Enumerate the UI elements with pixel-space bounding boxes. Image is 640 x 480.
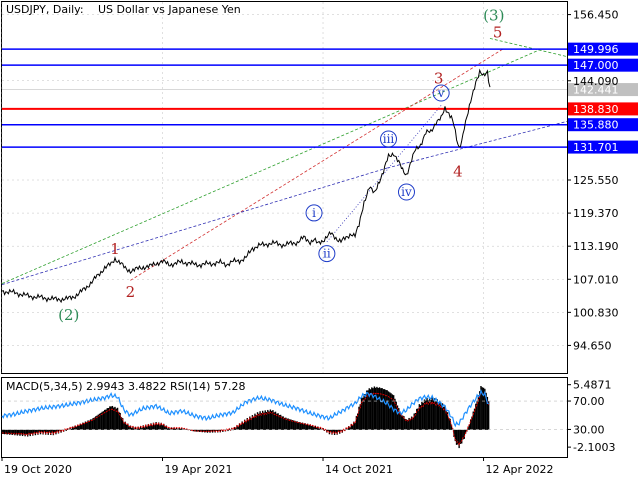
indicator-tick-label: 30.00 <box>573 423 605 436</box>
wave-label-circle <box>432 84 450 102</box>
trendline <box>489 38 568 57</box>
wave-label-circle <box>380 130 398 148</box>
wave-label: iv <box>401 185 412 199</box>
price-tick-label: 144.090 <box>573 75 619 88</box>
price-series <box>1 68 491 304</box>
time-tick-label: 12 Apr 2022 <box>486 463 554 476</box>
trendline <box>1 167 388 286</box>
level-label-background <box>568 58 638 72</box>
wave-label: v <box>437 86 445 100</box>
level-label-background <box>568 83 638 97</box>
wave-label: 3 <box>434 70 444 88</box>
trendline <box>387 120 568 169</box>
level-label: 131.701 <box>573 141 619 154</box>
chart-title-description: US Dollar vs Japanese Yen <box>98 3 241 16</box>
indicator-tick-label: 70.00 <box>573 395 605 408</box>
price-tick-label: 119.370 <box>573 207 619 220</box>
wave-label: i <box>312 206 316 220</box>
trendline <box>130 48 504 281</box>
price-tick-label: 125.550 <box>573 174 619 187</box>
time-tick-label: 14 Oct 2021 <box>325 463 393 476</box>
trendlines <box>1 38 568 286</box>
rsi-line <box>1 388 489 428</box>
indicator-label: MACD(5,34,5) 2.9943 3.4822 RSI(14) 57.28 <box>6 380 245 393</box>
trendline <box>1 49 539 284</box>
price-tick-label: 107.010 <box>573 273 619 286</box>
price-tick-label: 94.650 <box>573 339 612 352</box>
wave-label: 4 <box>453 163 463 181</box>
wave-label: (3) <box>483 6 504 24</box>
price-tick-label: 100.830 <box>573 306 619 319</box>
indicator-tick-label: -2.1003 <box>573 441 615 454</box>
level-label-background <box>568 140 638 154</box>
level-label: 142.441 <box>573 84 619 97</box>
axes: 156.450 144.090 125.550 119.370 113.190 107.0… <box>1 9 619 476</box>
level-label: 138.830 <box>573 103 619 116</box>
wave-label-circle <box>397 183 415 201</box>
indicator-tick-label: 5.4871 <box>573 379 612 392</box>
wave-label: 5 <box>493 24 503 42</box>
level-label-background <box>568 118 638 132</box>
price-line <box>1 68 491 304</box>
level-label: 149.996 <box>573 43 619 56</box>
chart-title-symbol: USDJPY, Daily: <box>6 3 84 16</box>
main-plot-frame <box>1 1 568 374</box>
macd-signal-line <box>1 391 490 447</box>
time-tick-label: 19 Apr 2021 <box>165 463 233 476</box>
level-label: 147.000 <box>573 59 619 72</box>
price-tick-label: 156.450 <box>573 9 619 22</box>
horizontal-levels: 149.996 147.000 142.441 138.830 135.880 131.7… <box>2 42 638 154</box>
wave-label-circle <box>318 245 336 263</box>
wave-label: ii <box>323 247 331 261</box>
wave-label: iii <box>383 132 395 146</box>
wave-label: 2 <box>126 283 136 301</box>
price-tick-label: 113.190 <box>573 240 619 253</box>
wave-label: 1 <box>110 240 120 258</box>
time-tick-label: 19 Oct 2020 <box>4 463 72 476</box>
grid-lines <box>1 2 567 373</box>
wave-label: (2) <box>58 306 79 324</box>
level-label-background <box>568 42 638 56</box>
level-label-background <box>568 102 638 116</box>
wave-label-circle <box>305 204 323 222</box>
level-label: 135.880 <box>573 119 619 132</box>
indicator-panel <box>1 385 567 449</box>
